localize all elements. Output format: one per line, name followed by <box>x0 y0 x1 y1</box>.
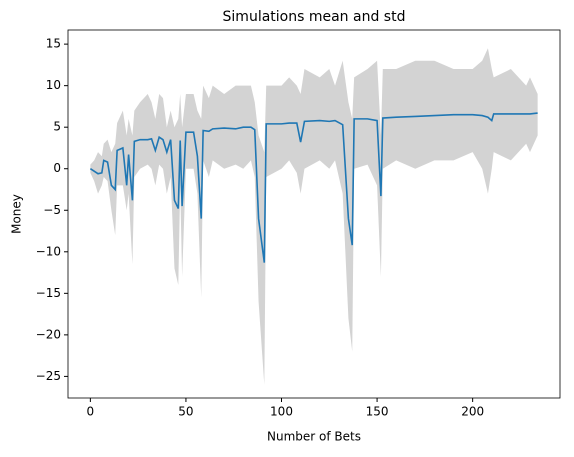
std-band <box>90 48 538 385</box>
y-tick-label: −5 <box>43 203 61 217</box>
plot-frame <box>67 29 561 399</box>
y-tick-label: −15 <box>36 286 61 300</box>
x-tick-label: 50 <box>178 405 193 419</box>
y-axis-label: Money <box>10 194 24 234</box>
y-tick-label: 5 <box>53 120 61 134</box>
mean-line <box>89 112 538 263</box>
x-tick-label: 100 <box>270 405 293 419</box>
y-tick-label: 15 <box>46 37 61 51</box>
x-tick-label: 200 <box>461 405 484 419</box>
x-tick-label: 0 <box>87 405 95 419</box>
y-tick-label: 0 <box>53 161 61 175</box>
y-tick-label: −10 <box>36 244 61 258</box>
y-tick-label: −25 <box>36 369 61 383</box>
y-tick-label: −20 <box>36 327 61 341</box>
y-tick-label: 10 <box>46 78 61 92</box>
chart-title: Simulations mean and std <box>223 9 406 25</box>
x-tick-label: 150 <box>366 405 389 419</box>
x-axis-label: Number of Bets <box>267 430 361 444</box>
